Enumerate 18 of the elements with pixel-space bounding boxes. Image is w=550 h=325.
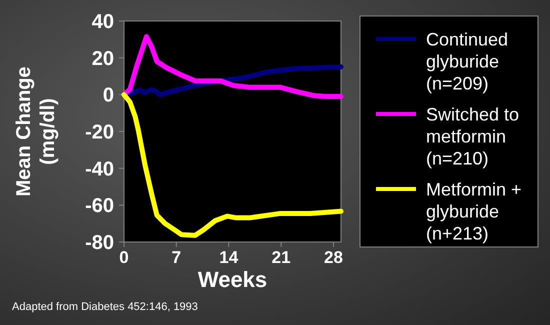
y-tick-label: -80: [85, 232, 114, 254]
legend-label: Continued glyburide (n=209): [426, 29, 508, 94]
x-axis-title: Weeks: [198, 267, 268, 292]
y-tick-label: 20: [92, 48, 114, 70]
x-tick-label: 7: [172, 248, 182, 267]
y-tick-label: -20: [85, 122, 114, 144]
y-axis-title: Mean Change (mg/dl): [13, 66, 59, 197]
x-tick-label: 28: [324, 248, 343, 267]
y-tick-label: -60: [85, 195, 114, 218]
x-tick-label: 14: [219, 248, 239, 267]
legend-label: Switched to metformin (n=210): [426, 104, 520, 168]
x-tick-label: 0: [119, 248, 129, 267]
y-tick-label: 0: [102, 84, 114, 107]
x-tick-label: 21: [272, 248, 291, 267]
y-tick-label: 40: [92, 11, 114, 33]
legend-label: Metformin + glyburide (n+213): [426, 179, 522, 244]
y-tick-label: -40: [85, 158, 114, 180]
text: Adapted from Diabetes 452:146, 1993: [12, 301, 198, 313]
